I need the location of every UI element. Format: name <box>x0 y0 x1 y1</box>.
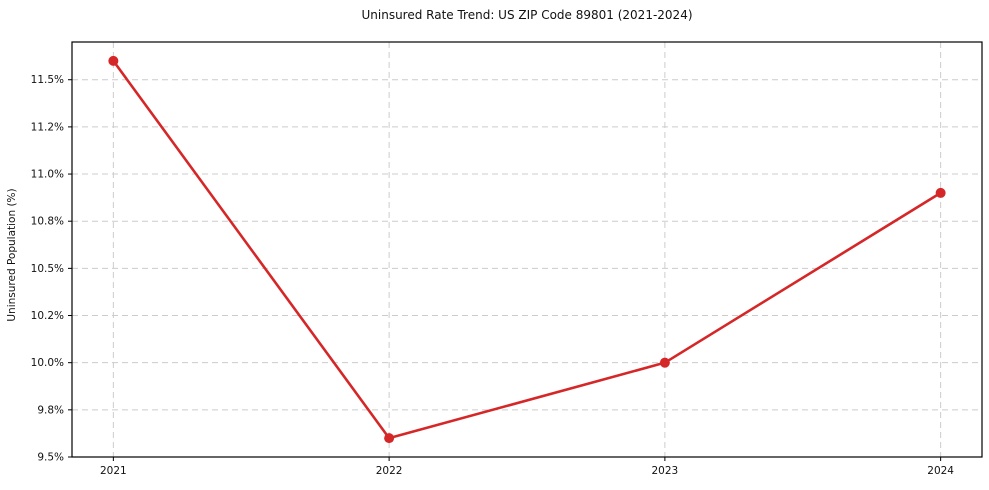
data-point-marker <box>935 187 946 198</box>
y-axis-label-text: Uninsured Population (%) <box>6 188 18 322</box>
y-tick-label: 10.0% <box>31 357 64 369</box>
x-tick-label: 2021 <box>100 465 127 477</box>
chart-title: Uninsured Rate Trend: US ZIP Code 89801 … <box>361 8 693 22</box>
plot-frame <box>71 41 983 458</box>
y-tick-label: 10.2% <box>31 310 64 322</box>
y-tick-label: 11.0% <box>31 169 64 181</box>
y-tick-label: 10.5% <box>31 263 64 275</box>
y-tick-label: 11.5% <box>31 74 64 86</box>
x-tick-label: 2022 <box>376 465 403 477</box>
y-tick-label: 9.5% <box>37 452 64 464</box>
data-point-marker <box>384 433 395 444</box>
y-tick-label: 9.8% <box>37 404 64 416</box>
data-point-marker <box>659 357 670 368</box>
y-tick-label: 10.8% <box>31 216 64 228</box>
trend-line <box>112 59 942 440</box>
x-tick-label: 2024 <box>927 465 954 477</box>
data-point-marker <box>108 55 119 66</box>
y-tick-label: 11.2% <box>31 121 64 133</box>
x-tick-label: 2023 <box>652 465 679 477</box>
